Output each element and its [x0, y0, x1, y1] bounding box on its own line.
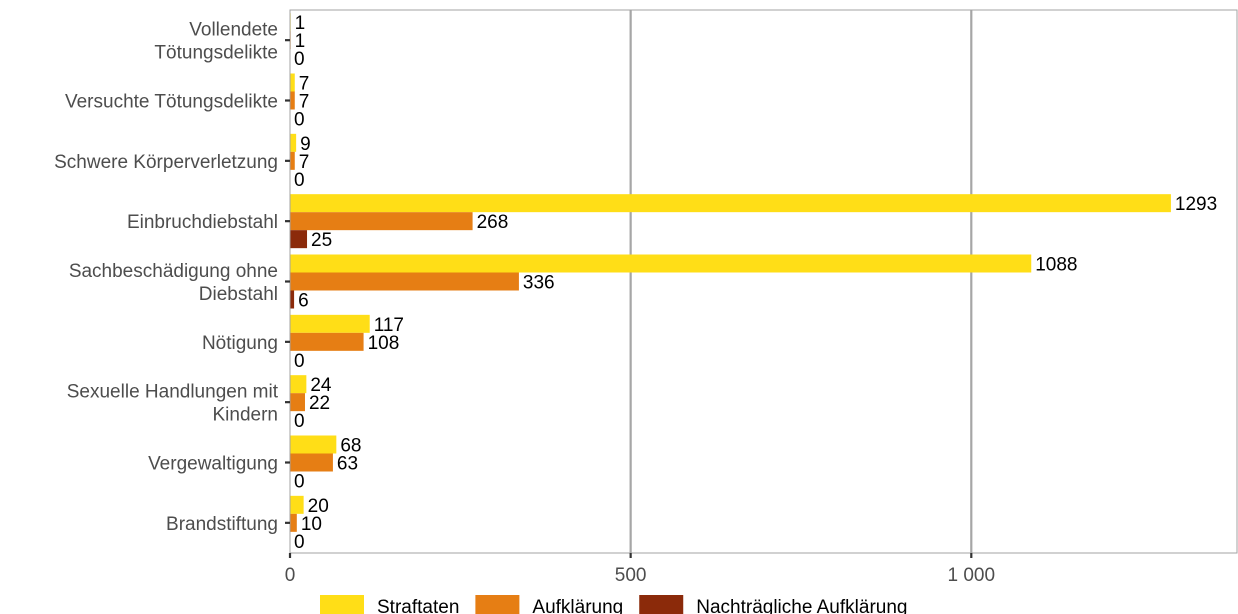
category-label: Vollendete	[189, 20, 278, 41]
category-label: Tötungsdelikte	[154, 43, 278, 64]
data-label: 25	[311, 230, 332, 251]
data-label: 6	[298, 291, 309, 312]
data-label: 22	[309, 393, 330, 414]
category-label: Einbruchdiebstahl	[127, 212, 278, 233]
data-label: 1	[295, 13, 306, 34]
bar-aufkl-rung	[290, 393, 305, 412]
bar-nachtr-gliche-aufkl-rung	[290, 230, 308, 249]
data-label: 1088	[1035, 255, 1077, 276]
x-axis: 0 500 1 000	[285, 553, 995, 586]
bar-straftaten	[290, 73, 295, 92]
data-label: 68	[340, 436, 361, 457]
data-label: 10	[301, 514, 322, 535]
data-label: 268	[477, 212, 509, 233]
bar-aufkl-rung	[290, 91, 295, 110]
category-label: Sachbeschädigung ohne	[69, 261, 278, 282]
legend[interactable]: Straftaten Aufklärung Nachträgliche Aufklä…	[320, 595, 907, 614]
category-label: Diebstahl	[199, 284, 278, 305]
category-label: Vergewaltigung	[148, 454, 278, 475]
data-label: 0	[294, 411, 305, 432]
data-label: 0	[294, 472, 305, 493]
bar-aufkl-rung	[290, 212, 473, 231]
data-label: 63	[337, 454, 358, 475]
x-tick-label: 1 000	[948, 565, 996, 586]
data-label: 336	[523, 273, 555, 294]
bar-aufkl-rung	[290, 513, 297, 532]
legend-label[interactable]: Aufklärung	[532, 597, 623, 614]
category-label: Sexuelle Handlungen mit	[67, 382, 279, 403]
x-tick-label: 0	[285, 565, 296, 586]
data-label: 7	[299, 74, 310, 95]
data-label: 117	[374, 315, 404, 336]
data-label: 0	[294, 170, 305, 191]
bar-nachtr-gliche-aufkl-rung	[290, 290, 295, 309]
bar-aufkl-rung	[290, 151, 295, 170]
data-label: 7	[299, 92, 310, 113]
bar-straftaten	[290, 375, 307, 394]
bar-straftaten	[290, 254, 1032, 273]
legend-key[interactable]	[320, 595, 364, 614]
bars: 1107709701293268251088336611710802422068…	[290, 13, 1217, 553]
bar-straftaten	[290, 194, 1171, 213]
category-label: Brandstiftung	[166, 514, 278, 535]
gridlines	[629, 10, 973, 553]
category-label: Nötigung	[202, 333, 278, 354]
data-label: 0	[294, 49, 305, 70]
legend-label[interactable]: Straftaten	[377, 597, 459, 614]
legend-key[interactable]	[475, 595, 520, 614]
bar-straftaten	[290, 435, 337, 454]
bar-straftaten	[290, 314, 370, 333]
data-label: 7	[299, 152, 310, 173]
legend-key[interactable]	[639, 595, 684, 614]
data-label: 0	[294, 351, 305, 372]
bar-aufkl-rung	[290, 272, 519, 291]
data-label: 9	[300, 134, 311, 155]
data-label: 108	[368, 333, 400, 354]
data-label: 1293	[1175, 194, 1217, 215]
bar-aufkl-rung	[290, 332, 364, 351]
category-label: Schwere Körperverletzung	[54, 152, 278, 173]
bar-straftaten	[290, 133, 297, 152]
data-label: 24	[310, 375, 332, 396]
data-label: 0	[294, 110, 305, 131]
bar-straftaten	[290, 495, 304, 514]
category-label: Versuchte Tötungsdelikte	[65, 92, 278, 113]
bar-aufkl-rung	[290, 453, 333, 472]
data-label: 0	[294, 532, 305, 553]
category-label: Kindern	[213, 405, 279, 426]
x-tick-label: 500	[615, 565, 647, 586]
legend-label[interactable]: Nachträgliche Aufklärung	[696, 597, 907, 614]
data-label: 1	[295, 31, 306, 52]
data-label: 20	[308, 496, 329, 517]
